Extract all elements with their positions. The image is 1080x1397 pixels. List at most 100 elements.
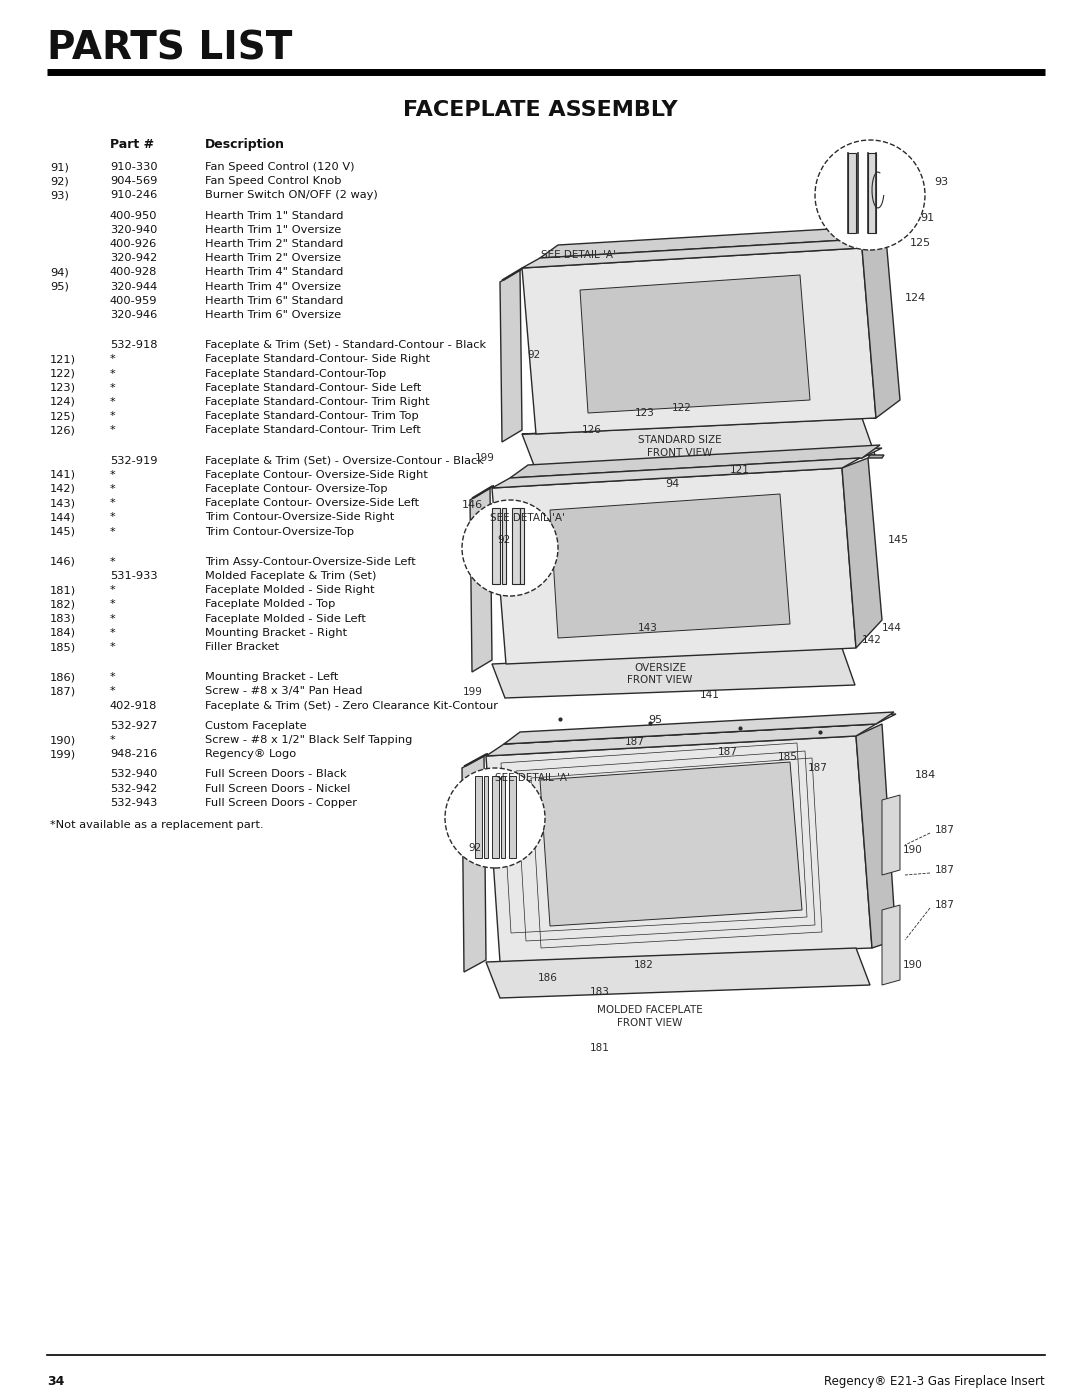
Text: 199: 199 [463,687,483,697]
Text: 126): 126) [50,426,76,436]
Text: *: * [110,411,116,422]
Text: 92: 92 [527,351,540,360]
Text: *: * [110,643,116,652]
Text: Fan Speed Control Knob: Fan Speed Control Knob [205,176,341,186]
Text: 910-330: 910-330 [110,162,158,172]
Polygon shape [492,648,855,698]
Polygon shape [504,714,896,745]
Text: 126: 126 [582,425,602,434]
Text: 187: 187 [718,747,738,757]
Text: 95): 95) [50,282,69,292]
Text: 400-926: 400-926 [110,239,158,249]
Polygon shape [862,237,900,418]
Text: 185: 185 [778,752,798,761]
Text: Faceplate & Trim (Set) - Zero Clearance Kit-Contour: Faceplate & Trim (Set) - Zero Clearance … [205,701,498,711]
Text: 121): 121) [50,355,76,365]
Text: 143: 143 [638,623,658,633]
Text: 124: 124 [905,293,927,303]
Text: *: * [110,735,116,745]
Text: Trim Contour-Oversize-Side Right: Trim Contour-Oversize-Side Right [205,513,394,522]
Text: *: * [110,527,116,536]
Polygon shape [886,235,902,237]
Text: Hearth Trim 1" Oversize: Hearth Trim 1" Oversize [205,225,341,235]
Text: 146: 146 [462,500,483,510]
Text: 184): 184) [50,627,76,638]
Text: 320-942: 320-942 [110,253,158,263]
Polygon shape [502,268,524,279]
Text: Description: Description [205,138,285,151]
Text: 92: 92 [497,535,510,545]
Text: 181: 181 [590,1044,610,1053]
Text: Faceplate Contour- Oversize-Side Right: Faceplate Contour- Oversize-Side Right [205,469,428,479]
Text: 400-928: 400-928 [110,267,158,278]
Polygon shape [522,418,876,434]
Text: Faceplate Standard-Contour- Trim Top: Faceplate Standard-Contour- Trim Top [205,411,419,422]
Polygon shape [868,455,885,458]
Text: 904-569: 904-569 [110,176,158,186]
Text: 125): 125) [50,411,76,422]
Text: Mounting Bracket - Right: Mounting Bracket - Right [205,627,347,638]
Text: 187: 187 [625,738,645,747]
Text: Faceplate Molded - Top: Faceplate Molded - Top [205,599,336,609]
Text: 91: 91 [920,212,934,224]
Text: FRONT VIEW: FRONT VIEW [647,448,713,458]
Text: 532-927: 532-927 [110,721,158,731]
Text: *: * [110,513,116,522]
Text: Hearth Trim 6" Oversize: Hearth Trim 6" Oversize [205,310,341,320]
Text: 34: 34 [48,1375,65,1389]
Circle shape [815,140,924,250]
Text: 144: 144 [882,623,902,633]
Text: Mounting Bracket - Left: Mounting Bracket - Left [205,672,338,682]
Text: 532-940: 532-940 [110,770,158,780]
Polygon shape [540,228,900,258]
Text: 184: 184 [915,770,936,780]
Text: 320-946: 320-946 [110,310,158,320]
Polygon shape [486,949,870,997]
Text: Fan Speed Control (120 V): Fan Speed Control (120 V) [205,162,354,172]
Text: Faceplate Standard-Contour- Side Right: Faceplate Standard-Contour- Side Right [205,355,430,365]
Polygon shape [472,486,494,497]
Polygon shape [882,795,900,875]
Text: Screw - #8 x 1/2" Black Self Tapping: Screw - #8 x 1/2" Black Self Tapping [205,735,413,745]
Text: 144): 144) [50,513,76,522]
Text: *: * [110,397,116,407]
Circle shape [445,768,545,868]
Text: 190: 190 [903,845,922,855]
Polygon shape [470,488,492,672]
Text: FRONT VIEW: FRONT VIEW [618,1018,683,1028]
Text: 123: 123 [635,408,654,418]
Text: 91): 91) [50,162,69,172]
Text: 143): 143) [50,499,76,509]
Polygon shape [540,761,802,926]
Polygon shape [580,275,810,414]
Text: Hearth Trim 1" Standard: Hearth Trim 1" Standard [205,211,343,221]
Text: 123): 123) [50,383,76,393]
Polygon shape [492,468,856,664]
Text: 94): 94) [50,267,69,278]
Text: *: * [110,613,116,623]
Text: 142): 142) [50,483,76,495]
Text: Screw - #8 x 3/4" Pan Head: Screw - #8 x 3/4" Pan Head [205,686,363,696]
Text: Faceplate Standard-Contour- Trim Right: Faceplate Standard-Contour- Trim Right [205,397,430,407]
Text: *: * [110,627,116,638]
Text: 122: 122 [672,402,692,414]
Polygon shape [512,509,519,584]
Text: Trim Assy-Contour-Oversize-Side Left: Trim Assy-Contour-Oversize-Side Left [205,557,416,567]
Text: 187: 187 [935,900,955,909]
Polygon shape [502,509,507,584]
Polygon shape [522,237,880,268]
Polygon shape [504,712,894,745]
Text: Faceplate Contour- Oversize-Top: Faceplate Contour- Oversize-Top [205,483,388,495]
Polygon shape [492,509,500,584]
Text: 124): 124) [50,397,76,407]
Text: 400-950: 400-950 [110,211,158,221]
Polygon shape [509,775,516,858]
Text: 948-216: 948-216 [110,749,158,759]
Text: *: * [110,585,116,595]
Polygon shape [519,509,524,584]
Text: 92: 92 [468,842,482,854]
Text: Faceplate & Trim (Set) - Standard-Contour - Black: Faceplate & Trim (Set) - Standard-Contou… [205,341,486,351]
Polygon shape [475,775,482,858]
Polygon shape [522,418,875,468]
Text: SEE DETAIL 'A': SEE DETAIL 'A' [490,513,565,522]
